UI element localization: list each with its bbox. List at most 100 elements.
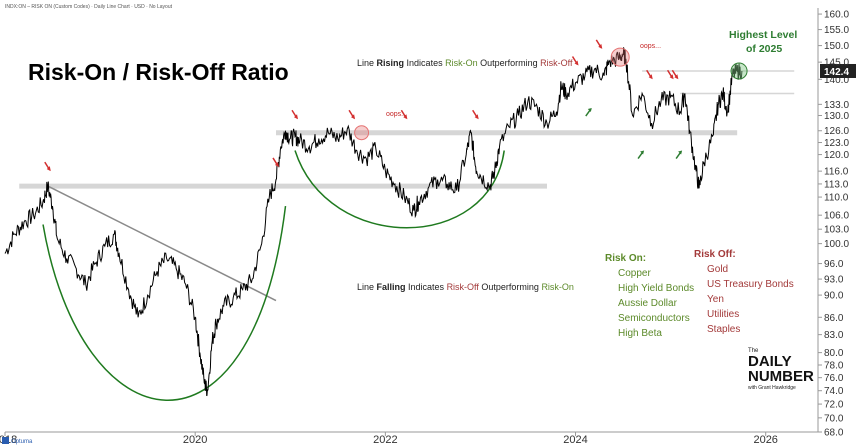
y-tick-label: 106.0 bbox=[824, 211, 849, 222]
falling-note-key: Falling bbox=[377, 282, 406, 292]
highest-level-line2: of 2025 bbox=[746, 43, 782, 55]
y-tick-label: 120.0 bbox=[824, 150, 849, 161]
chart-header: INDX:ON – RISK ON (Custom Codes) · Daily… bbox=[5, 4, 173, 10]
green-arrow-head bbox=[640, 150, 645, 155]
red-arrow-head bbox=[669, 74, 674, 80]
y-tick-label: 145.0 bbox=[824, 58, 849, 69]
risk-on-item-3: Semiconductors bbox=[618, 313, 690, 324]
falling-note-a: Risk-Off bbox=[447, 282, 480, 292]
overlay-layer bbox=[44, 39, 748, 172]
logo-daily: DAILY bbox=[748, 353, 792, 370]
y-tick-label: 140.0 bbox=[824, 75, 849, 86]
red-arrow-head bbox=[275, 161, 279, 167]
oops-circle-1 bbox=[354, 125, 370, 141]
green-arrow-head bbox=[587, 108, 592, 113]
risk-on-item-0: Copper bbox=[618, 268, 651, 279]
red-arrow-head bbox=[598, 43, 603, 49]
risk-off-item-2: Yen bbox=[707, 294, 724, 305]
logo-the: The bbox=[748, 348, 759, 354]
y-tick-label: 93.0 bbox=[824, 275, 844, 286]
rising-note-key: Rising bbox=[377, 58, 405, 68]
rising-note-verb: Outperforming bbox=[478, 58, 541, 68]
y-tick-label: 130.0 bbox=[824, 111, 849, 122]
risk-on-list: Risk On: Copper High Yield Bonds Aussie … bbox=[605, 253, 694, 339]
risk-on-item-1: High Yield Bonds bbox=[618, 283, 694, 294]
logo-byline: with Grant Hawkridge bbox=[748, 385, 796, 391]
risk-off-item-3: Utilities bbox=[707, 309, 739, 320]
rising-note-prefix: Line bbox=[357, 58, 377, 68]
y-tick-label: 72.0 bbox=[824, 400, 844, 411]
risk-on-heading: Risk On: bbox=[605, 253, 646, 264]
last-value-label: 142.4 bbox=[824, 67, 849, 78]
risk-off-list: Risk Off: Gold US Treasury Bonds Yen Uti… bbox=[694, 249, 794, 335]
y-tick-label: 133.0 bbox=[824, 100, 849, 111]
y-tick-label: 160.0 bbox=[824, 10, 849, 21]
logo-number: NUMBER bbox=[748, 368, 814, 385]
x-tick-label: 2026 bbox=[753, 434, 777, 446]
y-tick-label: 113.0 bbox=[824, 179, 849, 190]
cup-curve-large bbox=[42, 205, 287, 401]
y-tick-label: 86.0 bbox=[824, 313, 844, 324]
y-tick-label: 74.0 bbox=[824, 386, 844, 397]
red-arrow-head bbox=[648, 74, 653, 80]
y-tick-label: 76.0 bbox=[824, 373, 844, 384]
y-tick-label: 70.0 bbox=[824, 413, 844, 424]
risk-off-item-1: US Treasury Bonds bbox=[707, 279, 794, 290]
oops-label-1: oops... bbox=[386, 111, 407, 118]
red-arrow-head bbox=[474, 114, 479, 120]
y-tick-label: 90.0 bbox=[824, 291, 844, 302]
red-arrow-head bbox=[403, 114, 408, 120]
price-layer bbox=[4, 47, 743, 397]
chart-title: Risk-On / Risk-Off Ratio bbox=[28, 59, 289, 85]
red-arrow-head bbox=[674, 74, 679, 80]
y-tick-label: 78.0 bbox=[824, 360, 844, 371]
highest-level-line1: Highest Level bbox=[729, 29, 797, 41]
axis-layer: 68.0 70.0 72.0 74.0 76.0 78.080.0 83.0 86.0 90.0… bbox=[0, 8, 856, 446]
falling-note-prefix: Line bbox=[357, 282, 377, 292]
falling-note: Line Falling Indicates Risk-Off Outperfo… bbox=[357, 282, 574, 292]
optuma-icon bbox=[2, 437, 9, 444]
rising-note: Line Rising Indicates Risk-On Outperform… bbox=[357, 58, 573, 68]
y-tick-label: 103.0 bbox=[824, 225, 849, 236]
y-tick-label: 68.0 bbox=[824, 428, 844, 439]
background-layer bbox=[19, 70, 795, 401]
y-tick-label: 155.0 bbox=[824, 25, 849, 36]
x-tick-label: 2024 bbox=[563, 434, 587, 446]
risk-on-item-4: High Beta bbox=[618, 328, 662, 339]
y-tick-label: 116.0 bbox=[824, 167, 849, 178]
y-tick-label: 123.0 bbox=[824, 138, 849, 149]
falling-note-verb: Outperforming bbox=[479, 282, 542, 292]
y-tick-label: 150.0 bbox=[824, 41, 849, 52]
x-tick-label: 2022 bbox=[373, 434, 397, 446]
daily-number-logo: The DAILY NUMBER with Grant Hawkridge bbox=[748, 348, 814, 391]
risk-off-item-0: Gold bbox=[707, 264, 728, 275]
risk-off-heading: Risk Off: bbox=[694, 249, 736, 260]
oops-label-2: oops... bbox=[640, 43, 661, 50]
rising-note-b: Risk-Off bbox=[540, 58, 573, 68]
optuma-badge: Optuma bbox=[2, 437, 33, 445]
price-series-line bbox=[4, 47, 743, 397]
red-arrow-head bbox=[46, 166, 51, 172]
highest-level-circle bbox=[730, 62, 748, 80]
red-arrow-head bbox=[294, 114, 299, 120]
y-tick-label: 96.0 bbox=[824, 259, 844, 270]
falling-note-b: Risk-On bbox=[541, 282, 574, 292]
y-tick-label: 110.0 bbox=[824, 193, 849, 204]
risk-off-item-4: Staples bbox=[707, 324, 740, 335]
rising-note-mid: Indicates bbox=[404, 58, 445, 68]
last-value-badge bbox=[820, 63, 856, 78]
risk-on-item-2: Aussie Dollar bbox=[618, 298, 678, 309]
green-arrow-head bbox=[678, 150, 683, 155]
optuma-label: Optuma bbox=[11, 439, 33, 445]
falling-note-mid: Indicates bbox=[406, 282, 447, 292]
y-tick-label: 100.0 bbox=[824, 239, 849, 250]
y-tick-label: 83.0 bbox=[824, 330, 844, 341]
oops-circle-2 bbox=[610, 47, 630, 67]
red-arrow-head bbox=[351, 114, 356, 120]
y-tick-label: 80.0 bbox=[824, 348, 844, 359]
rising-note-a: Risk-On bbox=[445, 58, 478, 68]
red-arrow-head bbox=[574, 60, 579, 66]
y-tick-label: 126.0 bbox=[824, 126, 849, 137]
